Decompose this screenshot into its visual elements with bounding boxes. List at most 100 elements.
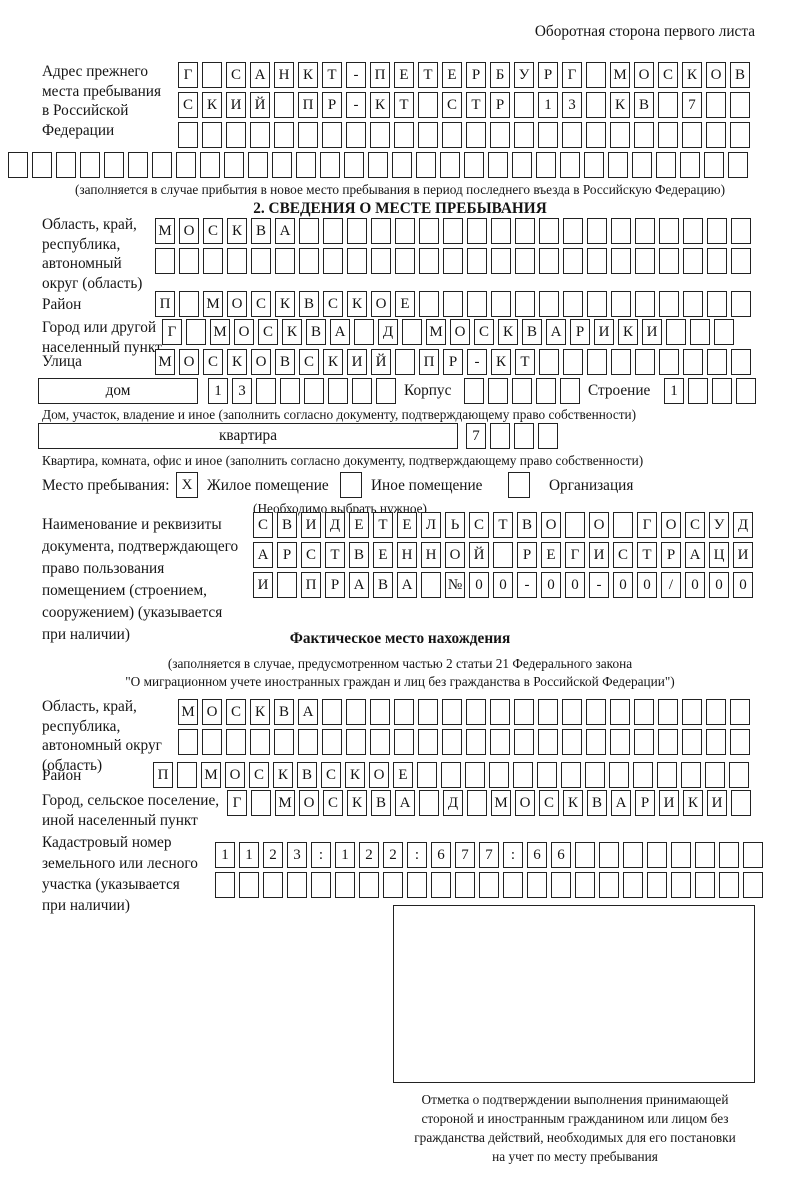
char-cell[interactable] bbox=[682, 729, 702, 755]
char-cell[interactable] bbox=[634, 699, 654, 725]
char-cell[interactable]: 0 bbox=[733, 572, 753, 598]
char-cell[interactable] bbox=[514, 423, 534, 449]
char-cell[interactable] bbox=[731, 291, 751, 317]
char-cell[interactable]: О bbox=[227, 291, 247, 317]
char-cell[interactable]: Д bbox=[443, 790, 463, 816]
char-cell[interactable] bbox=[178, 122, 198, 148]
char-cell[interactable] bbox=[683, 248, 703, 274]
char-cell[interactable] bbox=[695, 842, 715, 868]
char-cell[interactable]: Н bbox=[421, 542, 441, 568]
char-cell[interactable] bbox=[359, 872, 379, 898]
char-cell[interactable]: Р bbox=[635, 790, 655, 816]
char-cell[interactable] bbox=[320, 152, 340, 178]
char-cell[interactable] bbox=[690, 319, 710, 345]
char-cell[interactable]: Е bbox=[373, 542, 393, 568]
char-cell[interactable] bbox=[575, 872, 595, 898]
char-cell[interactable] bbox=[287, 872, 307, 898]
char-cell[interactable]: В bbox=[275, 349, 295, 375]
char-cell[interactable]: 0 bbox=[709, 572, 729, 598]
char-cell[interactable] bbox=[418, 92, 438, 118]
char-cell[interactable]: 0 bbox=[541, 572, 561, 598]
char-cell[interactable] bbox=[610, 729, 630, 755]
char-cell[interactable]: О bbox=[515, 790, 535, 816]
char-cell[interactable]: С bbox=[301, 542, 321, 568]
char-cell[interactable]: К bbox=[250, 699, 270, 725]
char-cell[interactable] bbox=[322, 122, 342, 148]
char-cell[interactable]: 1 bbox=[239, 842, 259, 868]
char-cell[interactable] bbox=[560, 378, 580, 404]
char-cell[interactable] bbox=[203, 248, 223, 274]
char-cell[interactable] bbox=[657, 762, 677, 788]
char-cell[interactable] bbox=[706, 729, 726, 755]
char-cell[interactable] bbox=[587, 291, 607, 317]
char-cell[interactable] bbox=[537, 762, 557, 788]
char-cell[interactable] bbox=[323, 218, 343, 244]
char-cell[interactable] bbox=[394, 699, 414, 725]
char-cell[interactable]: Е bbox=[397, 512, 417, 538]
char-cell[interactable]: 3 bbox=[287, 842, 307, 868]
char-cell[interactable]: В bbox=[634, 92, 654, 118]
char-cell[interactable]: 7 bbox=[466, 423, 486, 449]
char-cell[interactable]: О bbox=[234, 319, 254, 345]
char-cell[interactable]: У bbox=[709, 512, 729, 538]
char-cell[interactable]: С bbox=[323, 790, 343, 816]
char-cell[interactable]: В bbox=[299, 291, 319, 317]
char-cell[interactable] bbox=[274, 92, 294, 118]
char-cell[interactable]: С bbox=[613, 542, 633, 568]
char-cell[interactable] bbox=[227, 248, 247, 274]
char-cell[interactable] bbox=[610, 122, 630, 148]
apartment-box[interactable]: квартира bbox=[38, 423, 458, 449]
char-cell[interactable] bbox=[538, 423, 558, 449]
char-cell[interactable]: В bbox=[371, 790, 391, 816]
char-cell[interactable]: А bbox=[298, 699, 318, 725]
char-cell[interactable]: - bbox=[467, 349, 487, 375]
char-cell[interactable] bbox=[344, 152, 364, 178]
char-cell[interactable]: 0 bbox=[637, 572, 657, 598]
char-cell[interactable]: С bbox=[658, 62, 678, 88]
char-cell[interactable]: Е bbox=[393, 762, 413, 788]
char-cell[interactable]: В bbox=[274, 699, 294, 725]
apartment-row[interactable]: 7 bbox=[466, 423, 558, 449]
char-cell[interactable]: Д bbox=[378, 319, 398, 345]
char-cell[interactable]: М bbox=[275, 790, 295, 816]
char-cell[interactable]: Г bbox=[637, 512, 657, 538]
char-cell[interactable] bbox=[683, 349, 703, 375]
char-cell[interactable] bbox=[431, 872, 451, 898]
char-cell[interactable] bbox=[464, 378, 484, 404]
char-cell[interactable] bbox=[539, 218, 559, 244]
char-cell[interactable] bbox=[370, 699, 390, 725]
char-cell[interactable] bbox=[562, 729, 582, 755]
char-cell[interactable] bbox=[536, 152, 556, 178]
char-cell[interactable] bbox=[251, 790, 271, 816]
char-cell[interactable] bbox=[56, 152, 76, 178]
char-cell[interactable] bbox=[714, 319, 734, 345]
char-cell[interactable]: С bbox=[685, 512, 705, 538]
char-cell[interactable]: И bbox=[707, 790, 727, 816]
char-cell[interactable] bbox=[587, 349, 607, 375]
char-cell[interactable] bbox=[376, 378, 396, 404]
char-cell[interactable] bbox=[635, 349, 655, 375]
char-cell[interactable]: К bbox=[275, 291, 295, 317]
char-cell[interactable] bbox=[299, 248, 319, 274]
char-cell[interactable] bbox=[659, 248, 679, 274]
char-cell[interactable] bbox=[659, 349, 679, 375]
char-cell[interactable]: Г bbox=[227, 790, 247, 816]
char-cell[interactable]: Р bbox=[443, 349, 463, 375]
char-cell[interactable] bbox=[719, 872, 739, 898]
char-cell[interactable] bbox=[226, 729, 246, 755]
char-cell[interactable] bbox=[394, 729, 414, 755]
char-cell[interactable]: 6 bbox=[431, 842, 451, 868]
char-cell[interactable]: О bbox=[706, 62, 726, 88]
char-cell[interactable] bbox=[419, 218, 439, 244]
char-cell[interactable] bbox=[371, 248, 391, 274]
char-cell[interactable]: С bbox=[178, 92, 198, 118]
char-cell[interactable] bbox=[467, 248, 487, 274]
char-cell[interactable]: 6 bbox=[527, 842, 547, 868]
char-cell[interactable]: О bbox=[589, 512, 609, 538]
char-cell[interactable] bbox=[658, 729, 678, 755]
char-cell[interactable] bbox=[743, 872, 763, 898]
